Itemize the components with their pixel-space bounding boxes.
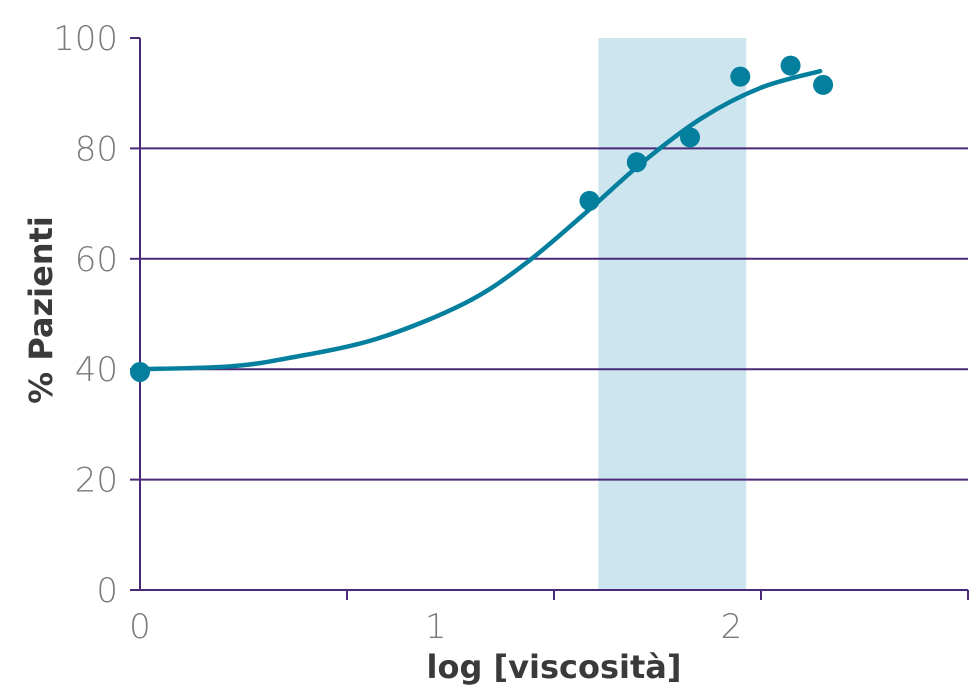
x-tick-label-1: 1	[425, 607, 447, 647]
fit-curve	[137, 68, 823, 372]
axis-layer	[130, 37, 969, 600]
y-tick-label-100: 100	[53, 19, 118, 59]
highlight-band	[598, 38, 747, 590]
x-axis-title: log [viscosità]	[427, 648, 682, 686]
data-point-0	[130, 361, 150, 382]
y-axis-title: % Pazienti	[22, 216, 60, 404]
grid-layer	[140, 147, 968, 481]
y-tick-label-0: 0	[96, 571, 118, 611]
data-points	[130, 55, 834, 382]
data-point-6	[813, 74, 834, 95]
band-layer	[598, 38, 747, 590]
y-tick-label-60: 60	[75, 240, 118, 280]
y-tick-label-80: 80	[75, 129, 118, 169]
y-tick-label-20: 20	[75, 461, 118, 501]
data-point-3	[680, 127, 701, 148]
y-tick-label-40: 40	[75, 350, 118, 390]
data-point-5	[780, 55, 801, 76]
data-point-2	[626, 152, 647, 173]
fit-curve-layer	[137, 68, 823, 372]
tick-labels: 0 20 40 60 80 100 0 1 2	[53, 19, 742, 647]
data-point-4	[730, 66, 751, 87]
x-tick-label-0: 0	[129, 607, 151, 647]
data-point-1	[579, 190, 600, 211]
x-tick-label-2: 2	[721, 607, 743, 647]
